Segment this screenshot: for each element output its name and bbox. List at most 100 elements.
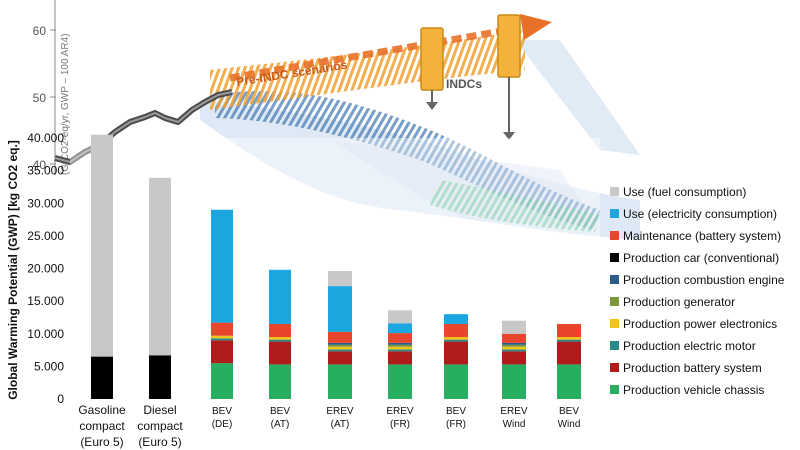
bar-segment [444,339,468,342]
bar-segment [328,344,352,347]
green-hatched-band [430,180,600,232]
x-axis-labels: Gasoline compact (Euro 5) Diesel compact (Eur… [78,403,580,449]
bar-segment [269,364,291,399]
x-tick-label: Diesel [143,403,176,417]
legend-swatch [610,385,619,394]
bar-segment [211,322,233,336]
bar-segment [328,286,352,332]
bar-segment [388,364,412,399]
bar-segment [388,344,412,347]
y-tick-label: 40.000 [27,131,64,145]
legend-swatch [610,231,619,240]
bar-segment [269,323,291,338]
x-tick-label: (AT) [271,419,290,430]
bar-segment [269,339,291,342]
bar-segment [269,341,291,365]
x-tick-label: (DE) [212,419,233,430]
x-tick-label: BEV [270,406,290,417]
bar-segment [328,342,352,345]
bar-segment [444,341,468,365]
legend-swatch [610,187,619,196]
bar-segment [328,346,352,350]
x-tick-label: (FR) [390,419,410,430]
bar-segment [502,364,526,399]
blue-fade-wedge [515,40,640,155]
indc-marker-arrow-1 [426,102,438,110]
bar-segment [269,269,291,324]
legend-swatch [610,341,619,350]
legend-swatch [610,363,619,372]
background-tick-label: 40 [33,158,47,172]
bar-segment [557,323,581,338]
legend-label: Production combustion engine [623,273,785,287]
bar-segment [388,349,412,352]
x-tick-label: EREV [326,406,354,417]
legend-label: Production electric motor [623,339,756,353]
y-tick-label: 0 [57,392,64,406]
bar-segment [388,310,412,324]
legend-label: Maintenance (battery system) [623,229,781,243]
bar-segment [211,335,233,339]
y-tick-label: 35.000 [27,164,64,178]
x-tick-label: BEV [446,406,466,417]
bar-segment [388,323,412,334]
bar-segment [388,342,412,345]
historical-emissions-line-highlight [54,91,233,163]
x-tick-label: Wind [503,419,526,430]
y-tick-label: 15.000 [27,294,64,308]
legend-label: Production power electronics [623,317,777,331]
y-tick-label: 30.000 [27,196,64,210]
legend-swatch [610,319,619,328]
y-tick-label: 10.000 [27,327,64,341]
bar-segment [211,363,233,399]
bar-segment [149,355,171,399]
bar-segment [502,342,526,345]
bars [91,134,581,399]
legend-label: Production car (conventional) [623,251,779,265]
legend-label: Use (fuel consumption) [623,185,746,199]
x-tick-label: BEV [212,406,232,417]
bar-segment [211,209,233,323]
bar-segment [211,340,233,364]
bar-segment [557,337,581,340]
legend-label: Production generator [623,295,735,309]
legend-label: Production vehicle chassis [623,383,764,397]
x-tick-label: BEV [559,406,579,417]
legend: Use (fuel consumption) Use (electricity c… [610,185,785,397]
bar-segment [502,333,526,343]
background-y-ticks: 60 50 40 [33,24,56,172]
x-tick-label: EREV [500,406,528,417]
x-tick-label: Wind [558,419,581,430]
x-tick-label: EREV [386,406,414,417]
x-tick-label: compact [79,419,125,433]
pre-indc-arrow-head [520,14,552,40]
x-tick-label: compact [137,419,183,433]
x-tick-label: (AT) [331,419,350,430]
pre-indc-arrow-shaft [229,24,521,82]
x-tick-label: (Euro 5) [138,435,181,449]
bar-segment [502,320,526,334]
bar-segment [444,364,468,399]
bar-segment [388,333,412,343]
x-tick-label: (FR) [446,419,466,430]
bar-segment [91,356,113,399]
bar-segment [328,364,352,399]
y-axis-title: Global Warming Potential (GWP) [kg CO2 e… [6,140,20,400]
bar-segment [211,338,233,341]
x-tick-label: Gasoline [78,403,126,417]
bar-segment [557,364,581,399]
bar-segment [149,177,171,356]
legend-swatch [610,275,619,284]
y-tick-label: 5.000 [34,359,64,373]
bar-segment [444,314,468,324]
bar-segment [388,351,412,365]
legend-swatch [610,253,619,262]
bar-segment [328,349,352,352]
bar-segment [502,344,526,347]
legend-label: Production battery system [623,361,762,375]
bar-segment [328,351,352,365]
y-tick-label: 25.000 [27,229,64,243]
bar-segment [557,341,581,365]
